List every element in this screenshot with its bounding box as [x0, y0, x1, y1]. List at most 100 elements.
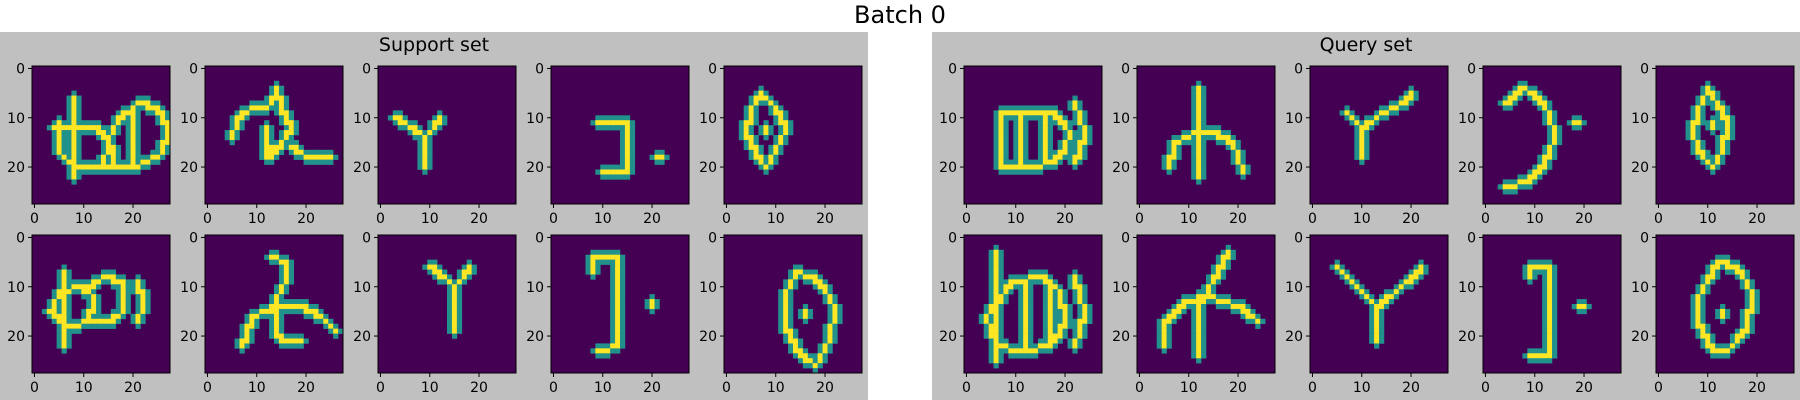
pixel-cell [783, 120, 789, 126]
pixel-cell [768, 110, 774, 116]
pixel-cell [1408, 274, 1414, 280]
pixel-cell [274, 304, 280, 310]
pixel-cell [998, 338, 1004, 344]
pixel-cell [145, 289, 151, 295]
pixel-cell [71, 154, 77, 160]
pixel-cell [1705, 328, 1711, 334]
pixel-cell [1542, 348, 1548, 354]
pixel-cell [125, 284, 131, 290]
pixel-cell [130, 164, 136, 170]
pixel-cell [1210, 130, 1217, 136]
pixel-cell [1013, 159, 1019, 165]
pixel-cell [269, 130, 275, 136]
pixel-cell [1018, 135, 1024, 141]
pixel-cell [86, 299, 92, 305]
pixel-cell [105, 159, 112, 165]
pixel-cell [1201, 85, 1207, 91]
pixel-cell [269, 154, 275, 160]
pixel-cell [1196, 179, 1202, 185]
pixel-cell [1537, 264, 1543, 270]
pixel-cell [1250, 318, 1256, 325]
pixel-cell [998, 294, 1004, 300]
pixel-cell [105, 130, 112, 136]
pixel-cell [1710, 115, 1716, 121]
pixel-cell [269, 95, 275, 101]
pixel-cell [778, 135, 784, 141]
pixel-cell [1339, 269, 1345, 275]
pixel-cell [1201, 323, 1207, 329]
pixel-cell [1220, 264, 1227, 270]
pixel-cell [1047, 115, 1054, 121]
pixel-cell [1552, 313, 1558, 320]
pixel-cell [998, 130, 1004, 136]
pixel-cell [1715, 308, 1721, 315]
pixel-cell [397, 115, 403, 121]
pixel-cell [437, 125, 443, 131]
pixel-cell [1062, 149, 1068, 156]
pixel-cell [1354, 279, 1360, 285]
pixel-cell [51, 313, 57, 320]
pixel-cell [1018, 149, 1024, 156]
pixel-cell [590, 254, 596, 260]
pixel-cell [1552, 135, 1558, 141]
pixel-cell [993, 164, 999, 170]
pixel-cell [1507, 189, 1513, 195]
pixel-cell [753, 135, 759, 141]
pixel-cell [308, 308, 314, 315]
y-tick-label: 0 [948, 61, 957, 77]
pixel-cell [135, 110, 141, 116]
pixel-cell [259, 130, 265, 136]
pixel-cell [278, 289, 285, 295]
pixel-cell [1542, 304, 1548, 310]
pixel-cell [620, 125, 626, 131]
pixel-cell [140, 154, 146, 160]
pixel-cell [150, 100, 156, 106]
pixel-cell [1196, 318, 1202, 325]
pixel-cell [110, 323, 117, 329]
pixel-cell [105, 154, 112, 160]
pixel-cell [1547, 284, 1553, 290]
pixel-cell [1517, 85, 1523, 91]
pixel-cell [283, 95, 290, 101]
pixel-cell [1537, 95, 1543, 101]
pixel-cell [1739, 284, 1746, 290]
pixel-cell [1729, 264, 1736, 270]
pixel-cell [1527, 179, 1533, 185]
pixel-cell [165, 130, 171, 136]
pixel-cell [1369, 338, 1375, 344]
pixel-cell [101, 318, 107, 325]
pixel-cell [254, 308, 260, 315]
pixel-cell [773, 120, 779, 126]
pixel-cell [1196, 120, 1202, 126]
pixel-cell [763, 154, 769, 160]
pixel-cell [1729, 259, 1736, 265]
pixel-cell [1374, 333, 1380, 339]
pixel-cell [1181, 139, 1187, 146]
pixel-cell [1018, 279, 1024, 285]
pixel-cell [427, 259, 433, 265]
pixel-cell [1023, 304, 1029, 310]
pixel-cell [1077, 338, 1083, 344]
pixel-cell [1739, 264, 1746, 270]
pixel-cell [1067, 139, 1073, 146]
pixel-cell [743, 130, 749, 136]
pixel-cell [1033, 348, 1039, 354]
pixel-cell [1547, 304, 1553, 310]
pixel-cell [101, 274, 107, 280]
pixel-cell [451, 318, 458, 325]
pixel-cell [1082, 299, 1088, 305]
pixel-cell [649, 304, 655, 310]
pixel-cell [1700, 279, 1706, 285]
pixel-cell [318, 149, 324, 156]
pixel-cell [283, 254, 290, 260]
pixel-cell [239, 120, 245, 126]
pixel-cell [269, 254, 275, 260]
pixel-cell [629, 149, 636, 156]
pixel-cell [451, 323, 458, 329]
pixel-cell [993, 249, 999, 256]
pixel-cell [61, 343, 67, 349]
pixel-cell [827, 333, 833, 339]
pixel-cell [748, 135, 754, 141]
pixel-cell [788, 348, 794, 354]
pixel-cell [1047, 120, 1054, 126]
